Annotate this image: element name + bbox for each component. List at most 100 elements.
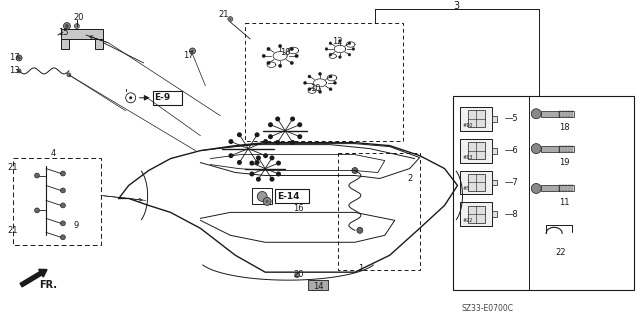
- Text: 18: 18: [559, 123, 570, 132]
- Bar: [562, 146, 564, 152]
- Text: #13: #13: [463, 155, 473, 160]
- Bar: [492, 116, 497, 122]
- Circle shape: [329, 42, 332, 45]
- Circle shape: [63, 23, 70, 30]
- Text: 22: 22: [556, 248, 566, 257]
- Text: 21: 21: [7, 163, 18, 172]
- Circle shape: [269, 177, 275, 182]
- Circle shape: [255, 132, 260, 137]
- Circle shape: [275, 116, 280, 122]
- Circle shape: [357, 227, 363, 233]
- Circle shape: [348, 53, 351, 56]
- Text: 20: 20: [293, 270, 303, 279]
- Bar: [559, 146, 561, 152]
- Text: 17: 17: [184, 51, 194, 61]
- Circle shape: [67, 73, 71, 77]
- Circle shape: [290, 61, 293, 64]
- Text: #5: #5: [463, 187, 470, 191]
- Text: —8: —8: [504, 210, 518, 219]
- Circle shape: [348, 42, 351, 45]
- Text: 3: 3: [454, 1, 460, 11]
- Circle shape: [276, 161, 281, 166]
- Bar: [61, 39, 69, 49]
- Circle shape: [352, 167, 358, 174]
- Circle shape: [294, 273, 300, 278]
- Circle shape: [74, 24, 79, 29]
- Circle shape: [295, 54, 298, 58]
- Text: 20: 20: [73, 12, 83, 22]
- Text: FR.: FR.: [39, 280, 57, 290]
- Text: 1: 1: [358, 264, 363, 273]
- Bar: [559, 111, 561, 117]
- Circle shape: [267, 47, 270, 51]
- Circle shape: [276, 172, 281, 176]
- Bar: [338, 152, 420, 270]
- Circle shape: [250, 172, 254, 176]
- Circle shape: [339, 40, 341, 42]
- Circle shape: [65, 25, 68, 27]
- Text: 14: 14: [313, 282, 323, 291]
- Text: ': ': [125, 88, 128, 98]
- Bar: [559, 146, 574, 152]
- Circle shape: [257, 191, 267, 201]
- Text: 16: 16: [293, 204, 304, 213]
- Circle shape: [250, 161, 254, 166]
- Circle shape: [308, 88, 311, 91]
- Circle shape: [255, 160, 260, 165]
- Text: 19: 19: [559, 158, 570, 167]
- Circle shape: [237, 160, 242, 165]
- Bar: [461, 171, 492, 195]
- Circle shape: [329, 53, 332, 56]
- Bar: [461, 203, 492, 226]
- Circle shape: [189, 48, 195, 54]
- Bar: [541, 111, 559, 117]
- Bar: [559, 185, 574, 191]
- Circle shape: [268, 122, 273, 127]
- Bar: [461, 139, 492, 163]
- Circle shape: [531, 144, 541, 153]
- Bar: [13, 158, 100, 245]
- Circle shape: [60, 188, 65, 193]
- Bar: [461, 107, 492, 131]
- Circle shape: [298, 122, 302, 127]
- Circle shape: [267, 61, 270, 64]
- Bar: [562, 111, 564, 117]
- Bar: [492, 148, 497, 153]
- Circle shape: [262, 54, 266, 58]
- Circle shape: [329, 75, 332, 78]
- Text: 10: 10: [310, 84, 321, 93]
- Circle shape: [269, 155, 275, 160]
- Bar: [568, 185, 570, 191]
- Circle shape: [531, 183, 541, 193]
- Circle shape: [263, 197, 271, 205]
- Bar: [571, 185, 573, 191]
- Text: —6: —6: [504, 146, 518, 155]
- Bar: [468, 110, 485, 127]
- Text: 4: 4: [51, 149, 56, 158]
- Bar: [565, 146, 567, 152]
- Circle shape: [278, 64, 282, 67]
- Circle shape: [339, 56, 341, 58]
- Bar: [559, 185, 561, 191]
- Text: 9: 9: [74, 221, 79, 230]
- Text: 11: 11: [559, 198, 570, 207]
- Bar: [95, 39, 103, 49]
- Text: —7: —7: [504, 178, 518, 187]
- Bar: [571, 146, 573, 152]
- Circle shape: [228, 17, 233, 22]
- Bar: [492, 180, 497, 185]
- Circle shape: [290, 47, 293, 51]
- Circle shape: [263, 153, 268, 158]
- Circle shape: [60, 203, 65, 208]
- Circle shape: [228, 153, 234, 158]
- Bar: [468, 174, 485, 191]
- Text: 13: 13: [9, 66, 20, 75]
- Text: —5: —5: [504, 114, 518, 123]
- Text: E-9: E-9: [155, 93, 171, 102]
- Circle shape: [229, 18, 231, 20]
- Circle shape: [237, 132, 242, 137]
- Bar: [492, 211, 497, 217]
- Circle shape: [268, 134, 273, 139]
- Bar: [468, 206, 485, 223]
- Circle shape: [333, 81, 337, 84]
